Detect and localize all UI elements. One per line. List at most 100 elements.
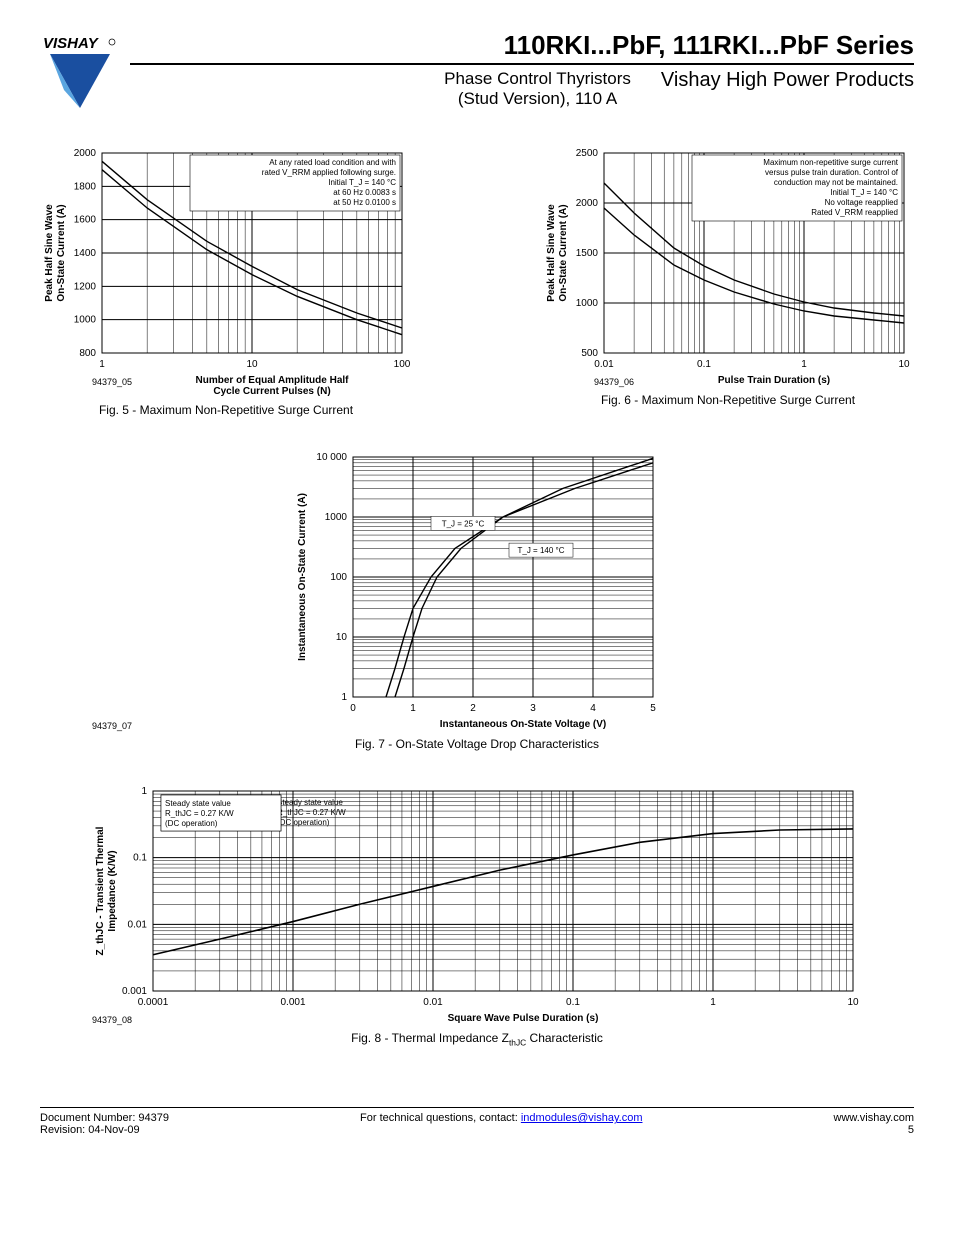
svg-text:10: 10 — [246, 359, 258, 370]
fig6-caption: Fig. 6 - Maximum Non-Repetitive Surge Cu… — [601, 393, 855, 407]
subtitle-version-text: (Stud Version), 110 A — [458, 89, 617, 108]
svg-text:1000: 1000 — [325, 512, 348, 523]
svg-text:1000: 1000 — [576, 298, 599, 309]
vishay-logo: VISHAY — [40, 30, 120, 113]
fig7-block: 012345110100100010 000Instantaneous On-S… — [40, 447, 914, 751]
svg-text:R_thJC = 0.27 K/W: R_thJC = 0.27 K/W — [277, 808, 346, 817]
svg-text:1: 1 — [341, 692, 347, 703]
svg-text:1500: 1500 — [576, 248, 599, 259]
svg-text:1: 1 — [410, 703, 416, 714]
svg-text:800: 800 — [79, 348, 96, 359]
svg-text:1: 1 — [141, 786, 147, 797]
svg-text:10: 10 — [898, 359, 910, 370]
footer-page: 5 — [908, 1124, 914, 1136]
footer-contact-prefix: For technical questions, contact: — [360, 1112, 521, 1124]
svg-text:Initial T_J = 140 °C: Initial T_J = 140 °C — [328, 178, 396, 187]
svg-text:On-State Current (A): On-State Current (A) — [558, 204, 569, 301]
svg-text:1400: 1400 — [74, 248, 97, 259]
svg-text:4: 4 — [590, 703, 596, 714]
footer-contact-link[interactable]: indmodules@vishay.com — [521, 1112, 643, 1124]
fig7-id: 94379_07 — [92, 721, 132, 731]
svg-text:100: 100 — [394, 359, 411, 370]
svg-text:at 50 Hz 0.0100 s: at 50 Hz 0.0100 s — [333, 198, 396, 207]
svg-text:0.1: 0.1 — [566, 997, 580, 1008]
fig8-block: 0.00010.0010.010.11100.0010.010.11Z_thJC… — [40, 781, 914, 1047]
svg-text:Steady state value: Steady state value — [277, 798, 343, 807]
svg-text:Peak Half Sine Wave: Peak Half Sine Wave — [44, 204, 55, 302]
svg-text:2500: 2500 — [576, 148, 599, 159]
fig6-xlabel: Pulse Train Duration (s) — [634, 375, 914, 386]
svg-text:(DC operation): (DC operation) — [277, 818, 330, 827]
svg-text:0.01: 0.01 — [423, 997, 443, 1008]
svg-text:1600: 1600 — [74, 215, 97, 226]
fig7-xlabel: Instantaneous On-State Voltage (V) — [132, 719, 914, 730]
svg-text:0.01: 0.01 — [594, 359, 614, 370]
fig8-id: 94379_08 — [92, 1015, 132, 1025]
svg-text:0: 0 — [350, 703, 356, 714]
svg-text:On-State Current (A): On-State Current (A) — [56, 204, 67, 301]
page-footer: Document Number: 94379 Revision: 04-Nov-… — [40, 1107, 914, 1136]
svg-text:Maximum non-repetitive surge c: Maximum non-repetitive surge current — [763, 158, 898, 167]
fig5-chart: 1 10 100 800 1000 1200 1400 1600 1800 2000 Peak Ha… — [40, 143, 412, 375]
svg-text:0.0001: 0.0001 — [138, 997, 169, 1008]
footer-left: Document Number: 94379 Revision: 04-Nov-… — [40, 1112, 169, 1136]
svg-text:0.001: 0.001 — [122, 986, 147, 997]
svg-text:(DC operation): (DC operation) — [165, 819, 218, 828]
svg-text:Instantaneous On-State Current: Instantaneous On-State Current (A) — [297, 493, 308, 661]
svg-text:conduction may not be maintain: conduction may not be maintained. — [774, 178, 898, 187]
svg-text:Steady state value: Steady state value — [165, 799, 231, 808]
svg-text:0.1: 0.1 — [133, 853, 147, 864]
fig6-block: 0.010.11105001000150020002500Peak Half S… — [542, 143, 914, 417]
svg-text:1200: 1200 — [74, 281, 97, 292]
svg-text:versus pulse train duration. C: versus pulse train duration. Control of — [765, 168, 899, 177]
fig8-xlabel: Square Wave Pulse Duration (s) — [132, 1013, 914, 1024]
svg-text:At any rated load condition an: At any rated load condition and with — [269, 158, 396, 167]
svg-text:1000: 1000 — [74, 315, 97, 326]
svg-text:rated V_RRM applied following: rated V_RRM applied following surge. — [262, 168, 396, 177]
svg-text:2000: 2000 — [74, 148, 97, 159]
footer-site: www.vishay.com — [834, 1112, 914, 1124]
fig6-id: 94379_06 — [594, 377, 634, 387]
fig7-chart: 012345110100100010 000Instantaneous On-S… — [291, 447, 663, 719]
fig5-block: 1 10 100 800 1000 1200 1400 1600 1800 2000 Peak Ha… — [40, 143, 412, 417]
fig5-id: 94379_05 — [92, 377, 132, 387]
page-header: VISHAY 110RKI...PbF, 111RKI...PbF Series… — [40, 30, 914, 113]
subtitle-product: Phase Control Thyristors (Stud Version),… — [444, 69, 631, 110]
svg-text:Rated V_RRM reapplied: Rated V_RRM reapplied — [811, 208, 898, 217]
svg-text:100: 100 — [330, 572, 347, 583]
fig8-caption: Fig. 8 - Thermal Impedance ZthJC Charact… — [351, 1031, 603, 1047]
svg-text:5: 5 — [650, 703, 656, 714]
svg-text:T_J = 25 °C: T_J = 25 °C — [442, 519, 485, 528]
svg-text:0.001: 0.001 — [280, 997, 305, 1008]
svg-text:VISHAY: VISHAY — [43, 35, 100, 52]
svg-text:500: 500 — [581, 348, 598, 359]
footer-revision: Revision: 04-Nov-09 — [40, 1124, 140, 1136]
fig7-caption: Fig. 7 - On-State Voltage Drop Character… — [355, 737, 599, 751]
fig5-caption: Fig. 5 - Maximum Non-Repetitive Surge Cu… — [99, 403, 353, 417]
svg-text:2000: 2000 — [576, 198, 599, 209]
svg-text:No voltage reapplied: No voltage reapplied — [825, 198, 898, 207]
fig5-xlabel: Number of Equal Amplitude Half Cycle Cur… — [132, 375, 412, 397]
svg-text:1800: 1800 — [74, 181, 97, 192]
svg-text:1: 1 — [801, 359, 807, 370]
footer-docnum: Document Number: 94379 — [40, 1112, 169, 1124]
svg-text:at 60 Hz 0.0083 s: at 60 Hz 0.0083 s — [333, 188, 396, 197]
svg-text:T_J = 140 °C: T_J = 140 °C — [518, 546, 565, 555]
svg-text:1: 1 — [99, 359, 105, 370]
svg-text:R_thJC = 0.27 K/W: R_thJC = 0.27 K/W — [165, 809, 234, 818]
svg-text:Initial T_J = 140 °C: Initial T_J = 140 °C — [830, 188, 898, 197]
svg-text:1: 1 — [710, 997, 716, 1008]
svg-text:10: 10 — [336, 632, 348, 643]
subtitle-division: Vishay High Power Products — [661, 69, 914, 92]
svg-text:Impedance (K/W): Impedance (K/W) — [107, 850, 118, 931]
subtitle-product-text: Phase Control Thyristors — [444, 69, 631, 88]
footer-center: For technical questions, contact: indmod… — [360, 1112, 642, 1136]
svg-text:10: 10 — [847, 997, 859, 1008]
fig8-chart: 0.00010.0010.010.11100.0010.010.11Z_thJC… — [91, 781, 863, 1013]
svg-text:3: 3 — [530, 703, 536, 714]
svg-text:2: 2 — [470, 703, 476, 714]
svg-text:Peak Half Sine Wave: Peak Half Sine Wave — [546, 204, 557, 302]
footer-right: www.vishay.com 5 — [834, 1112, 914, 1136]
svg-text:0.01: 0.01 — [128, 919, 148, 930]
series-title: 110RKI...PbF, 111RKI...PbF Series — [130, 30, 914, 65]
